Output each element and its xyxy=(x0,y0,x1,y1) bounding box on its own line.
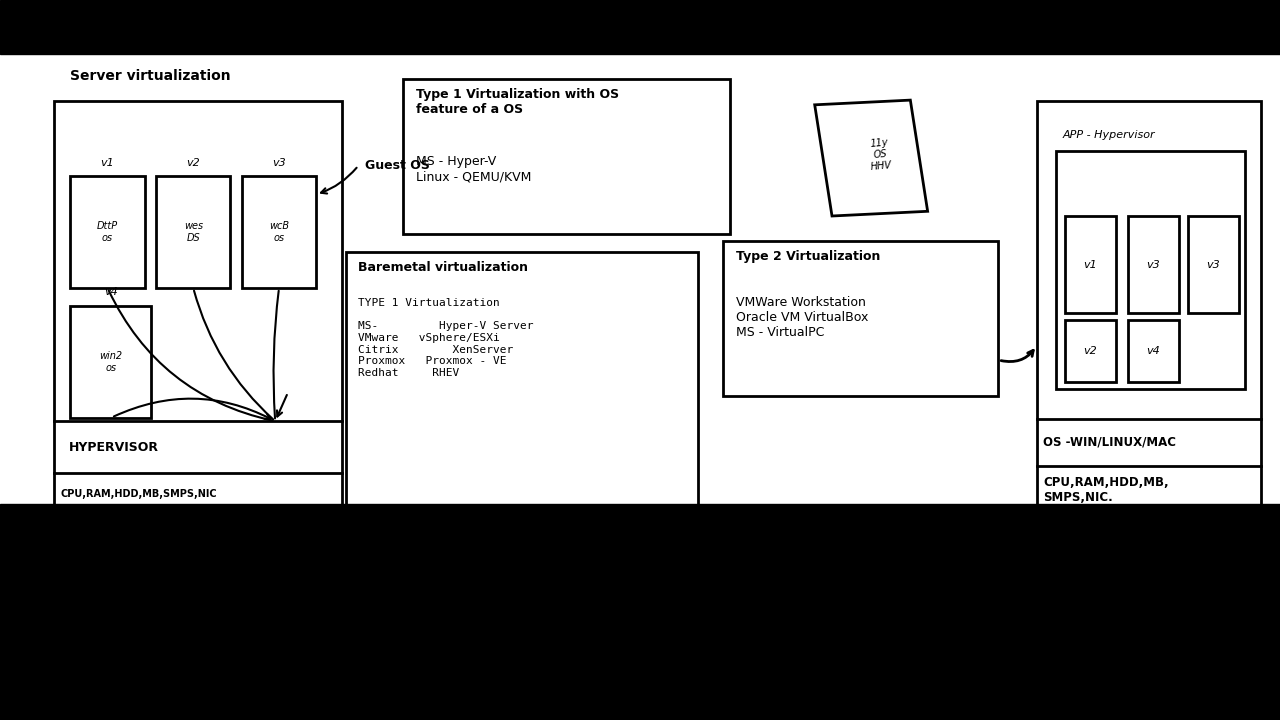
Text: v3: v3 xyxy=(273,158,285,168)
Bar xyxy=(1056,151,1245,389)
Text: v1: v1 xyxy=(101,158,114,168)
Text: APP - Hypervisor: APP - Hypervisor xyxy=(1062,130,1155,140)
Text: wcB
os: wcB os xyxy=(269,222,289,243)
Text: TYPE 1 Virtualization

MS-         Hyper-V Server
VMware   vSphere/ESXi
Citrix  : TYPE 1 Virtualization MS- Hyper-V Server… xyxy=(358,287,534,378)
Bar xyxy=(1065,216,1116,313)
Text: v4: v4 xyxy=(1147,346,1160,356)
Text: DttP
os: DttP os xyxy=(97,222,118,243)
Text: CPU,RAM,HDD,MB,
SMPS,NIC.: CPU,RAM,HDD,MB, SMPS,NIC. xyxy=(1043,477,1169,504)
Text: v1: v1 xyxy=(1084,260,1097,269)
Text: Type 2 Virtualization: Type 2 Virtualization xyxy=(736,250,881,263)
Text: Type 1 Virtualization with OS
feature of a OS: Type 1 Virtualization with OS feature of… xyxy=(416,88,620,116)
Text: MS - Hyper-V
Linux - QEMU/KVM: MS - Hyper-V Linux - QEMU/KVM xyxy=(416,140,531,184)
Bar xyxy=(814,100,928,216)
Text: v2: v2 xyxy=(1084,346,1097,356)
Text: 11y
OS
HHV: 11y OS HHV xyxy=(868,137,892,172)
Bar xyxy=(346,252,698,515)
Text: Server virtualization: Server virtualization xyxy=(70,68,230,83)
Bar xyxy=(1037,101,1261,515)
Text: v3: v3 xyxy=(1207,260,1220,269)
Text: Guest OS: Guest OS xyxy=(365,159,430,172)
Bar xyxy=(1188,216,1239,313)
Text: Baremetal virtualization: Baremetal virtualization xyxy=(358,261,529,274)
Bar xyxy=(1128,216,1179,313)
Text: HYPERVISOR: HYPERVISOR xyxy=(69,441,159,454)
Bar xyxy=(156,176,230,288)
Text: OS -WIN/LINUX/MAC: OS -WIN/LINUX/MAC xyxy=(1043,436,1176,449)
Text: win2
os: win2 os xyxy=(99,351,123,373)
Text: CPU,RAM,HDD,MB,SMPS,NIC: CPU,RAM,HDD,MB,SMPS,NIC xyxy=(60,489,216,499)
Bar xyxy=(1065,320,1116,382)
Bar xyxy=(54,101,342,515)
Bar xyxy=(723,241,998,396)
Text: v4: v4 xyxy=(104,287,118,297)
Bar xyxy=(242,176,316,288)
Bar xyxy=(70,176,145,288)
Text: v3: v3 xyxy=(1147,260,1160,269)
Bar xyxy=(70,306,151,418)
Bar xyxy=(0,504,1280,720)
Text: v2: v2 xyxy=(187,158,200,168)
Bar xyxy=(1128,320,1179,382)
Text: VMWare Workstation
Oracle VM VirtualBox
MS - VirtualPC: VMWare Workstation Oracle VM VirtualBox … xyxy=(736,281,868,339)
Text: wes
DS: wes DS xyxy=(184,222,202,243)
Bar xyxy=(0,0,1280,54)
Bar xyxy=(403,79,730,234)
